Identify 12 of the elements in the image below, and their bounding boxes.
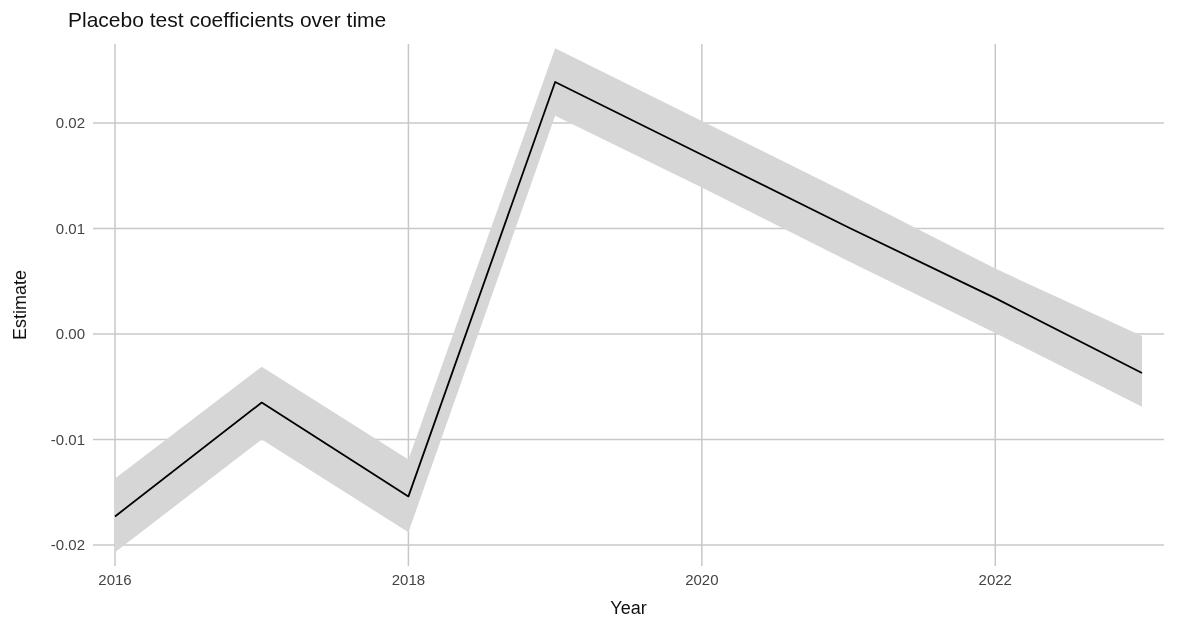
y-axis-title: Estimate	[10, 269, 31, 341]
y-tick-label: -0.02	[50, 536, 85, 554]
y-tick-label: 0.02	[55, 114, 85, 132]
x-axis-title: Year	[610, 598, 647, 618]
x-tick-label: 2018	[391, 570, 426, 588]
y-tick-label: 0.00	[55, 325, 85, 343]
x-tick-label: 2022	[978, 570, 1012, 588]
y-tick-label: -0.01	[50, 430, 85, 448]
x-tick-label: 2016	[98, 570, 132, 588]
chart-title: Placebo test coefficients over time	[68, 8, 388, 33]
y-tick-label: 0.01	[55, 219, 85, 237]
x-tick-label: 2020	[685, 570, 719, 588]
